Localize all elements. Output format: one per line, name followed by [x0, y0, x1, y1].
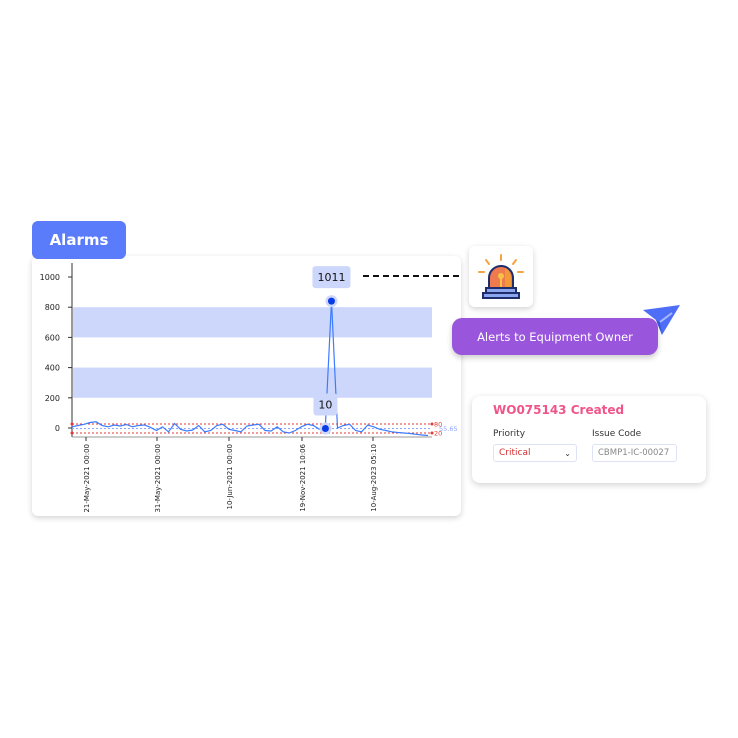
threshold-marker	[430, 431, 434, 435]
y-tick-label: 600	[45, 333, 60, 342]
paper-plane-icon	[643, 305, 680, 335]
alarms-button[interactable]: Alarms	[32, 221, 126, 259]
threshold-label-lower: 20	[434, 430, 442, 438]
threshold-label-upper: 80	[434, 421, 442, 429]
threshold-marker	[70, 422, 74, 426]
y-tick-label: 200	[45, 394, 60, 403]
threshold-marker	[70, 431, 74, 435]
range-band	[73, 307, 432, 338]
threshold-marker	[430, 422, 434, 426]
y-tick-label: 800	[45, 303, 60, 312]
data-point	[321, 425, 329, 432]
issue-code-input[interactable]: CBMP1-IC-00027	[592, 444, 677, 462]
x-tick-label: 21-May-2021 00:00	[83, 444, 91, 513]
y-tick-label: 400	[45, 364, 60, 373]
series-line	[71, 301, 429, 437]
priority-label: Priority	[493, 429, 526, 439]
priority-select[interactable]: Critical ⌄	[493, 444, 577, 462]
x-tick-label: 19-Nov-2021 10:06	[299, 443, 307, 511]
threshold-label-mean: 55.65	[439, 425, 458, 433]
work-order-title: WO075143 Created	[493, 403, 625, 417]
alarm-icon-card	[469, 246, 533, 307]
data-point	[327, 297, 335, 305]
x-tick-label: 10-Jun-2021 00:00	[226, 444, 234, 510]
priority-value: Critical	[499, 448, 531, 458]
range-band	[73, 367, 432, 398]
issue-code-label: Issue Code	[592, 429, 642, 439]
data-label: 10	[318, 399, 332, 412]
data-label-box	[313, 393, 338, 416]
chevron-down-icon: ⌄	[564, 448, 571, 458]
y-tick-label: 1000	[40, 273, 60, 282]
data-label: 1011	[317, 271, 345, 284]
alerts-to-equipment-owner-button[interactable]: Alerts to Equipment Owner	[452, 318, 658, 355]
work-order-card: WO075143 Created Priority Critical ⌄ Iss…	[472, 396, 706, 483]
data-label-box	[312, 266, 351, 289]
x-tick-label: 31-May-2021 00:00	[154, 444, 162, 513]
x-tick-label: 10-Aug-2023 05:10	[370, 444, 378, 512]
y-tick-label: 0	[55, 424, 60, 433]
siren-icon	[478, 254, 524, 299]
